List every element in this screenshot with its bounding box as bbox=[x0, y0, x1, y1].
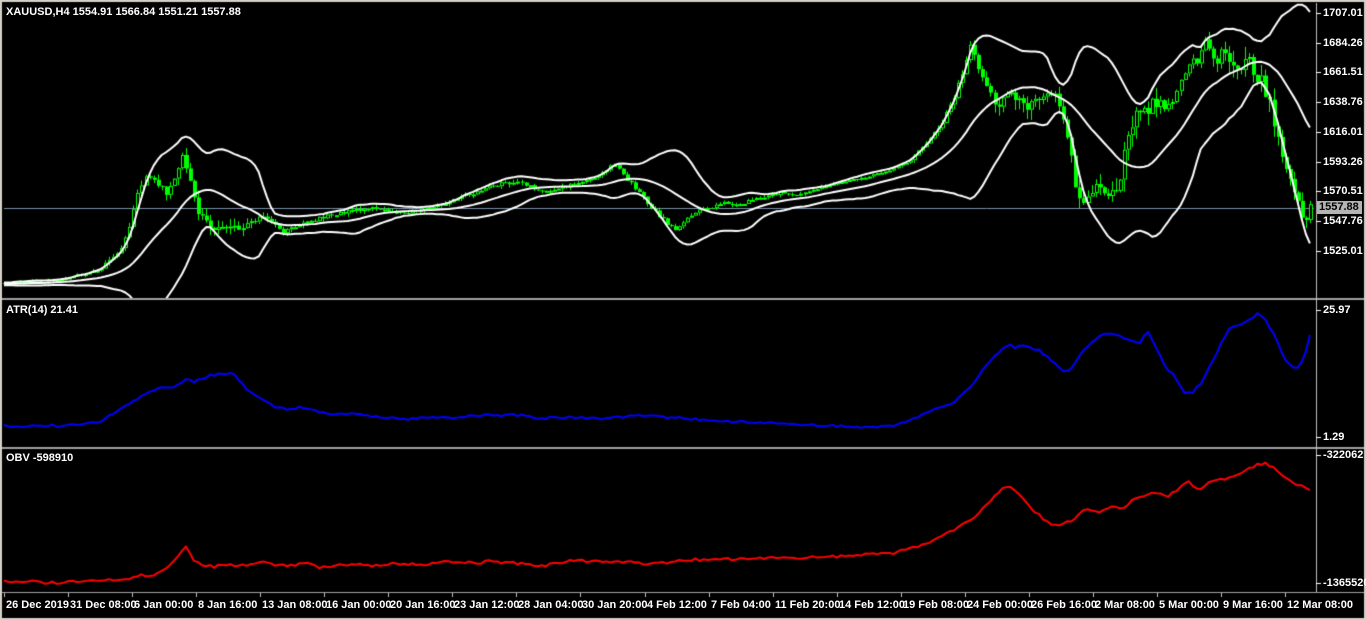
time-axis-label: 26 Feb 16:00 bbox=[1031, 599, 1098, 611]
atr-indicator-header: ATR(14) 21.41 bbox=[6, 304, 78, 316]
time-axis-label: 16 Jan 00:00 bbox=[326, 599, 392, 611]
time-axis-label: 14 Feb 12:00 bbox=[839, 599, 906, 611]
time-axis-label: 8 Jan 16:00 bbox=[198, 599, 258, 611]
time-axis-label: 6 Jan 00:00 bbox=[134, 599, 194, 611]
time-axis-label: 30 Jan 20:00 bbox=[582, 599, 648, 611]
price-axis-label: 1593.26 bbox=[1323, 156, 1363, 168]
time-axis-label: 4 Feb 12:00 bbox=[647, 599, 707, 611]
obv-indicator-header: OBV -598910 bbox=[6, 452, 74, 464]
obv-axis-label: -1365520 bbox=[1323, 577, 1366, 589]
time-axis-label: 13 Jan 08:00 bbox=[262, 599, 328, 611]
price-axis-label: 1684.26 bbox=[1323, 37, 1363, 49]
price-axis-label: 1638.76 bbox=[1323, 96, 1363, 108]
time-axis-label: 24 Feb 00:00 bbox=[967, 599, 1034, 611]
obv-axis-label: -322062 bbox=[1323, 449, 1364, 461]
time-axis-label: 23 Jan 12:00 bbox=[454, 599, 520, 611]
atr-axis-label: 1.29 bbox=[1323, 431, 1345, 443]
price-axis-label: 1616.01 bbox=[1323, 126, 1363, 138]
atr-axis-label: 25.97 bbox=[1323, 304, 1351, 316]
price-axis-label: 1570.51 bbox=[1323, 185, 1363, 197]
time-axis-label: 5 Mar 00:00 bbox=[1159, 599, 1219, 611]
time-axis-label: 28 Jan 04:00 bbox=[518, 599, 584, 611]
main-chart-header: XAUUSD,H4 1554.91 1566.84 1551.21 1557.8… bbox=[6, 6, 241, 18]
time-axis-label: 12 Mar 08:00 bbox=[1287, 599, 1354, 611]
price-axis-label: 1547.76 bbox=[1323, 215, 1363, 227]
time-axis-label: 31 Dec 08:00 bbox=[70, 599, 137, 611]
time-axis-label: 7 Feb 04:00 bbox=[711, 599, 771, 611]
price-axis-label: 1661.51 bbox=[1323, 66, 1363, 78]
time-axis-label: 11 Feb 20:00 bbox=[775, 599, 841, 611]
time-axis-label: 19 Feb 08:00 bbox=[903, 599, 970, 611]
time-axis-label: 26 Dec 2019 bbox=[6, 599, 69, 611]
time-axis-label: 9 Mar 16:00 bbox=[1223, 599, 1283, 611]
current-price-tag: 1557.88 bbox=[1317, 201, 1362, 214]
price-axis-label: 1525.01 bbox=[1323, 245, 1363, 257]
price-axis-label: 1707.01 bbox=[1323, 7, 1363, 19]
time-axis-label: 20 Jan 16:00 bbox=[390, 599, 456, 611]
time-axis-label: 2 Mar 08:00 bbox=[1095, 599, 1155, 611]
